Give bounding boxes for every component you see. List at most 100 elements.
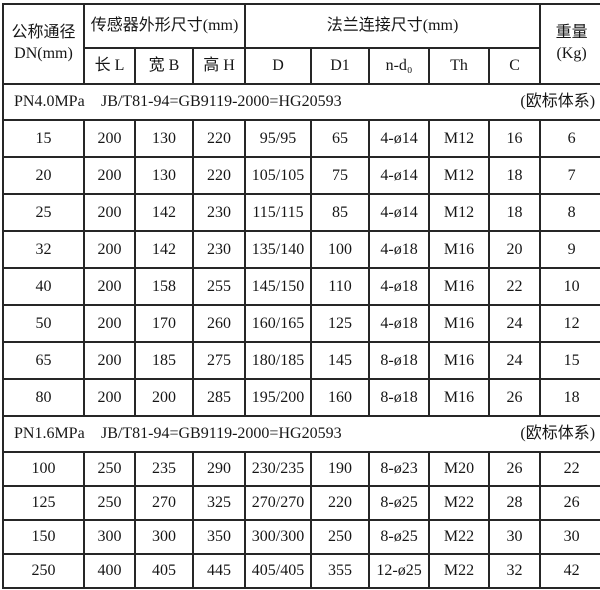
table-cell: 4-ø18 <box>368 230 431 269</box>
table-cell: 95/95 <box>244 119 313 158</box>
table-cell: 250 <box>83 451 136 487</box>
table-row: 32 200 142 230 135/140 100 4-ø18 M16 20 9 <box>2 230 600 269</box>
table-cell: 18 <box>488 193 542 232</box>
section-header-cell: PN4.0MPa JB/T81-94=GB9119-2000=HG20593 (欧标… <box>1 83 600 121</box>
table-cell: 8-ø25 <box>368 485 431 521</box>
table-cell: 85 <box>310 193 371 232</box>
table-cell: 125 <box>310 304 371 343</box>
table-cell: 260 <box>191 304 247 343</box>
table-cell: 4-ø18 <box>368 304 431 343</box>
table-cell: M12 <box>428 193 491 232</box>
table-body: PN4.0MPa JB/T81-94=GB9119-2000=HG20593 (欧标… <box>1 83 600 589</box>
table-cell: 200 <box>83 304 136 343</box>
table-cell: 220 <box>191 119 247 158</box>
pressure-rating: PN4.0MPa <box>14 93 85 111</box>
table-cell: 125 <box>2 485 85 521</box>
table-cell: M16 <box>428 230 491 269</box>
table-cell: M16 <box>428 378 491 417</box>
table-cell: 405/405 <box>244 553 313 589</box>
section-row: PN1.6MPa JB/T81-94=GB9119-2000=HG20593 (欧标… <box>1 415 600 453</box>
table-cell: 10 <box>539 267 600 306</box>
table-cell: 4-ø14 <box>368 156 431 195</box>
table-cell: M22 <box>428 553 491 589</box>
table-row: 20 200 130 220 105/105 75 4-ø14 M12 18 7 <box>2 156 600 195</box>
table-cell: 355 <box>310 553 371 589</box>
header-weight: 重量 (Kg) <box>539 3 600 85</box>
table-cell: 135/140 <box>244 230 313 269</box>
table-cell: 275 <box>191 341 247 380</box>
table-cell: 445 <box>191 553 247 589</box>
header-sensor-dimensions-group: 传感器外形尺寸(mm) <box>82 3 247 49</box>
table-cell: 195/200 <box>244 378 313 417</box>
table-cell: 15 <box>2 119 85 158</box>
header-row-groups: 公称通径 DN(mm) 传感器外形尺寸(mm) 法兰连接尺寸(mm) 重量 (K… <box>2 3 600 85</box>
table-cell: 65 <box>310 119 371 158</box>
table-cell: 158 <box>134 267 194 306</box>
table-cell: 230 <box>191 193 247 232</box>
table-row: 250 400 405 445 405/405 355 12-ø25 M22 32 42 <box>2 553 600 589</box>
table-cell: 130 <box>134 119 194 158</box>
table-cell: 220 <box>191 156 247 195</box>
table-cell: 9 <box>539 230 600 269</box>
table-cell: 230 <box>191 230 247 269</box>
table-cell: 8-ø25 <box>368 519 431 555</box>
header-n-d0: n-d₀ <box>368 47 431 85</box>
table-cell: 250 <box>310 519 371 555</box>
table-cell: 200 <box>83 230 136 269</box>
table-cell: 145 <box>310 341 371 380</box>
table-cell: 160/165 <box>244 304 313 343</box>
table-cell: 28 <box>488 485 542 521</box>
table-header: 公称通径 DN(mm) 传感器外形尺寸(mm) 法兰连接尺寸(mm) 重量 (K… <box>2 3 600 85</box>
table-cell: 170 <box>134 304 194 343</box>
header-nominal-diameter-line1: 公称通径 <box>11 24 76 42</box>
table-cell: 180/185 <box>244 341 313 380</box>
table-cell: 142 <box>134 193 194 232</box>
table-cell: M20 <box>428 451 491 487</box>
table-cell: 220 <box>310 485 371 521</box>
table-cell: 12-ø25 <box>368 553 431 589</box>
table-row: 65 200 185 275 180/185 145 8-ø18 M16 24 15 <box>2 341 600 380</box>
table-row: 15 200 130 220 95/95 65 4-ø14 M12 16 6 <box>2 119 600 158</box>
table-cell: 145/150 <box>244 267 313 306</box>
table-cell: 15 <box>539 341 600 380</box>
table-cell: 200 <box>83 378 136 417</box>
table-cell: 75 <box>310 156 371 195</box>
table-cell: 105/105 <box>244 156 313 195</box>
table-cell: 200 <box>83 341 136 380</box>
table-cell: 4-ø14 <box>368 119 431 158</box>
table-cell: 300 <box>134 519 194 555</box>
header-d: D <box>244 47 313 85</box>
table-cell: M12 <box>428 119 491 158</box>
table-cell: 300/300 <box>244 519 313 555</box>
table-row: 80 200 200 285 195/200 160 8-ø18 M16 26 18 <box>2 378 600 417</box>
table-cell: 270 <box>134 485 194 521</box>
header-c: C <box>488 47 542 85</box>
table-cell: 200 <box>83 193 136 232</box>
table-cell: 325 <box>191 485 247 521</box>
header-height: 高 H <box>191 47 247 85</box>
table-cell: 20 <box>488 230 542 269</box>
table-cell: 22 <box>488 267 542 306</box>
table-cell: 18 <box>488 156 542 195</box>
table-row: 50 200 170 260 160/165 125 4-ø18 M16 24 12 <box>2 304 600 343</box>
table-cell: 30 <box>539 519 600 555</box>
table-cell: 350 <box>191 519 247 555</box>
table-cell: 8-ø18 <box>368 378 431 417</box>
table-cell: 32 <box>2 230 85 269</box>
header-d1: D1 <box>310 47 371 85</box>
table-cell: 18 <box>539 378 600 417</box>
table-cell: 12 <box>539 304 600 343</box>
table-cell: 110 <box>310 267 371 306</box>
table-cell: 250 <box>2 553 85 589</box>
header-nominal-diameter-line2: DN(mm) <box>14 45 73 62</box>
header-length: 长 L <box>83 47 136 85</box>
table-row: 100 250 235 290 230/235 190 8-ø23 M20 26 22 <box>2 451 600 487</box>
header-width: 宽 B <box>134 47 194 85</box>
table-cell: 25 <box>2 193 85 232</box>
table-row: 25 200 142 230 115/115 85 4-ø14 M12 18 8 <box>2 193 600 232</box>
table-cell: 405 <box>134 553 194 589</box>
table-cell: M16 <box>428 304 491 343</box>
section-row: PN4.0MPa JB/T81-94=GB9119-2000=HG20593 (欧标… <box>1 83 600 121</box>
table-cell: 100 <box>310 230 371 269</box>
